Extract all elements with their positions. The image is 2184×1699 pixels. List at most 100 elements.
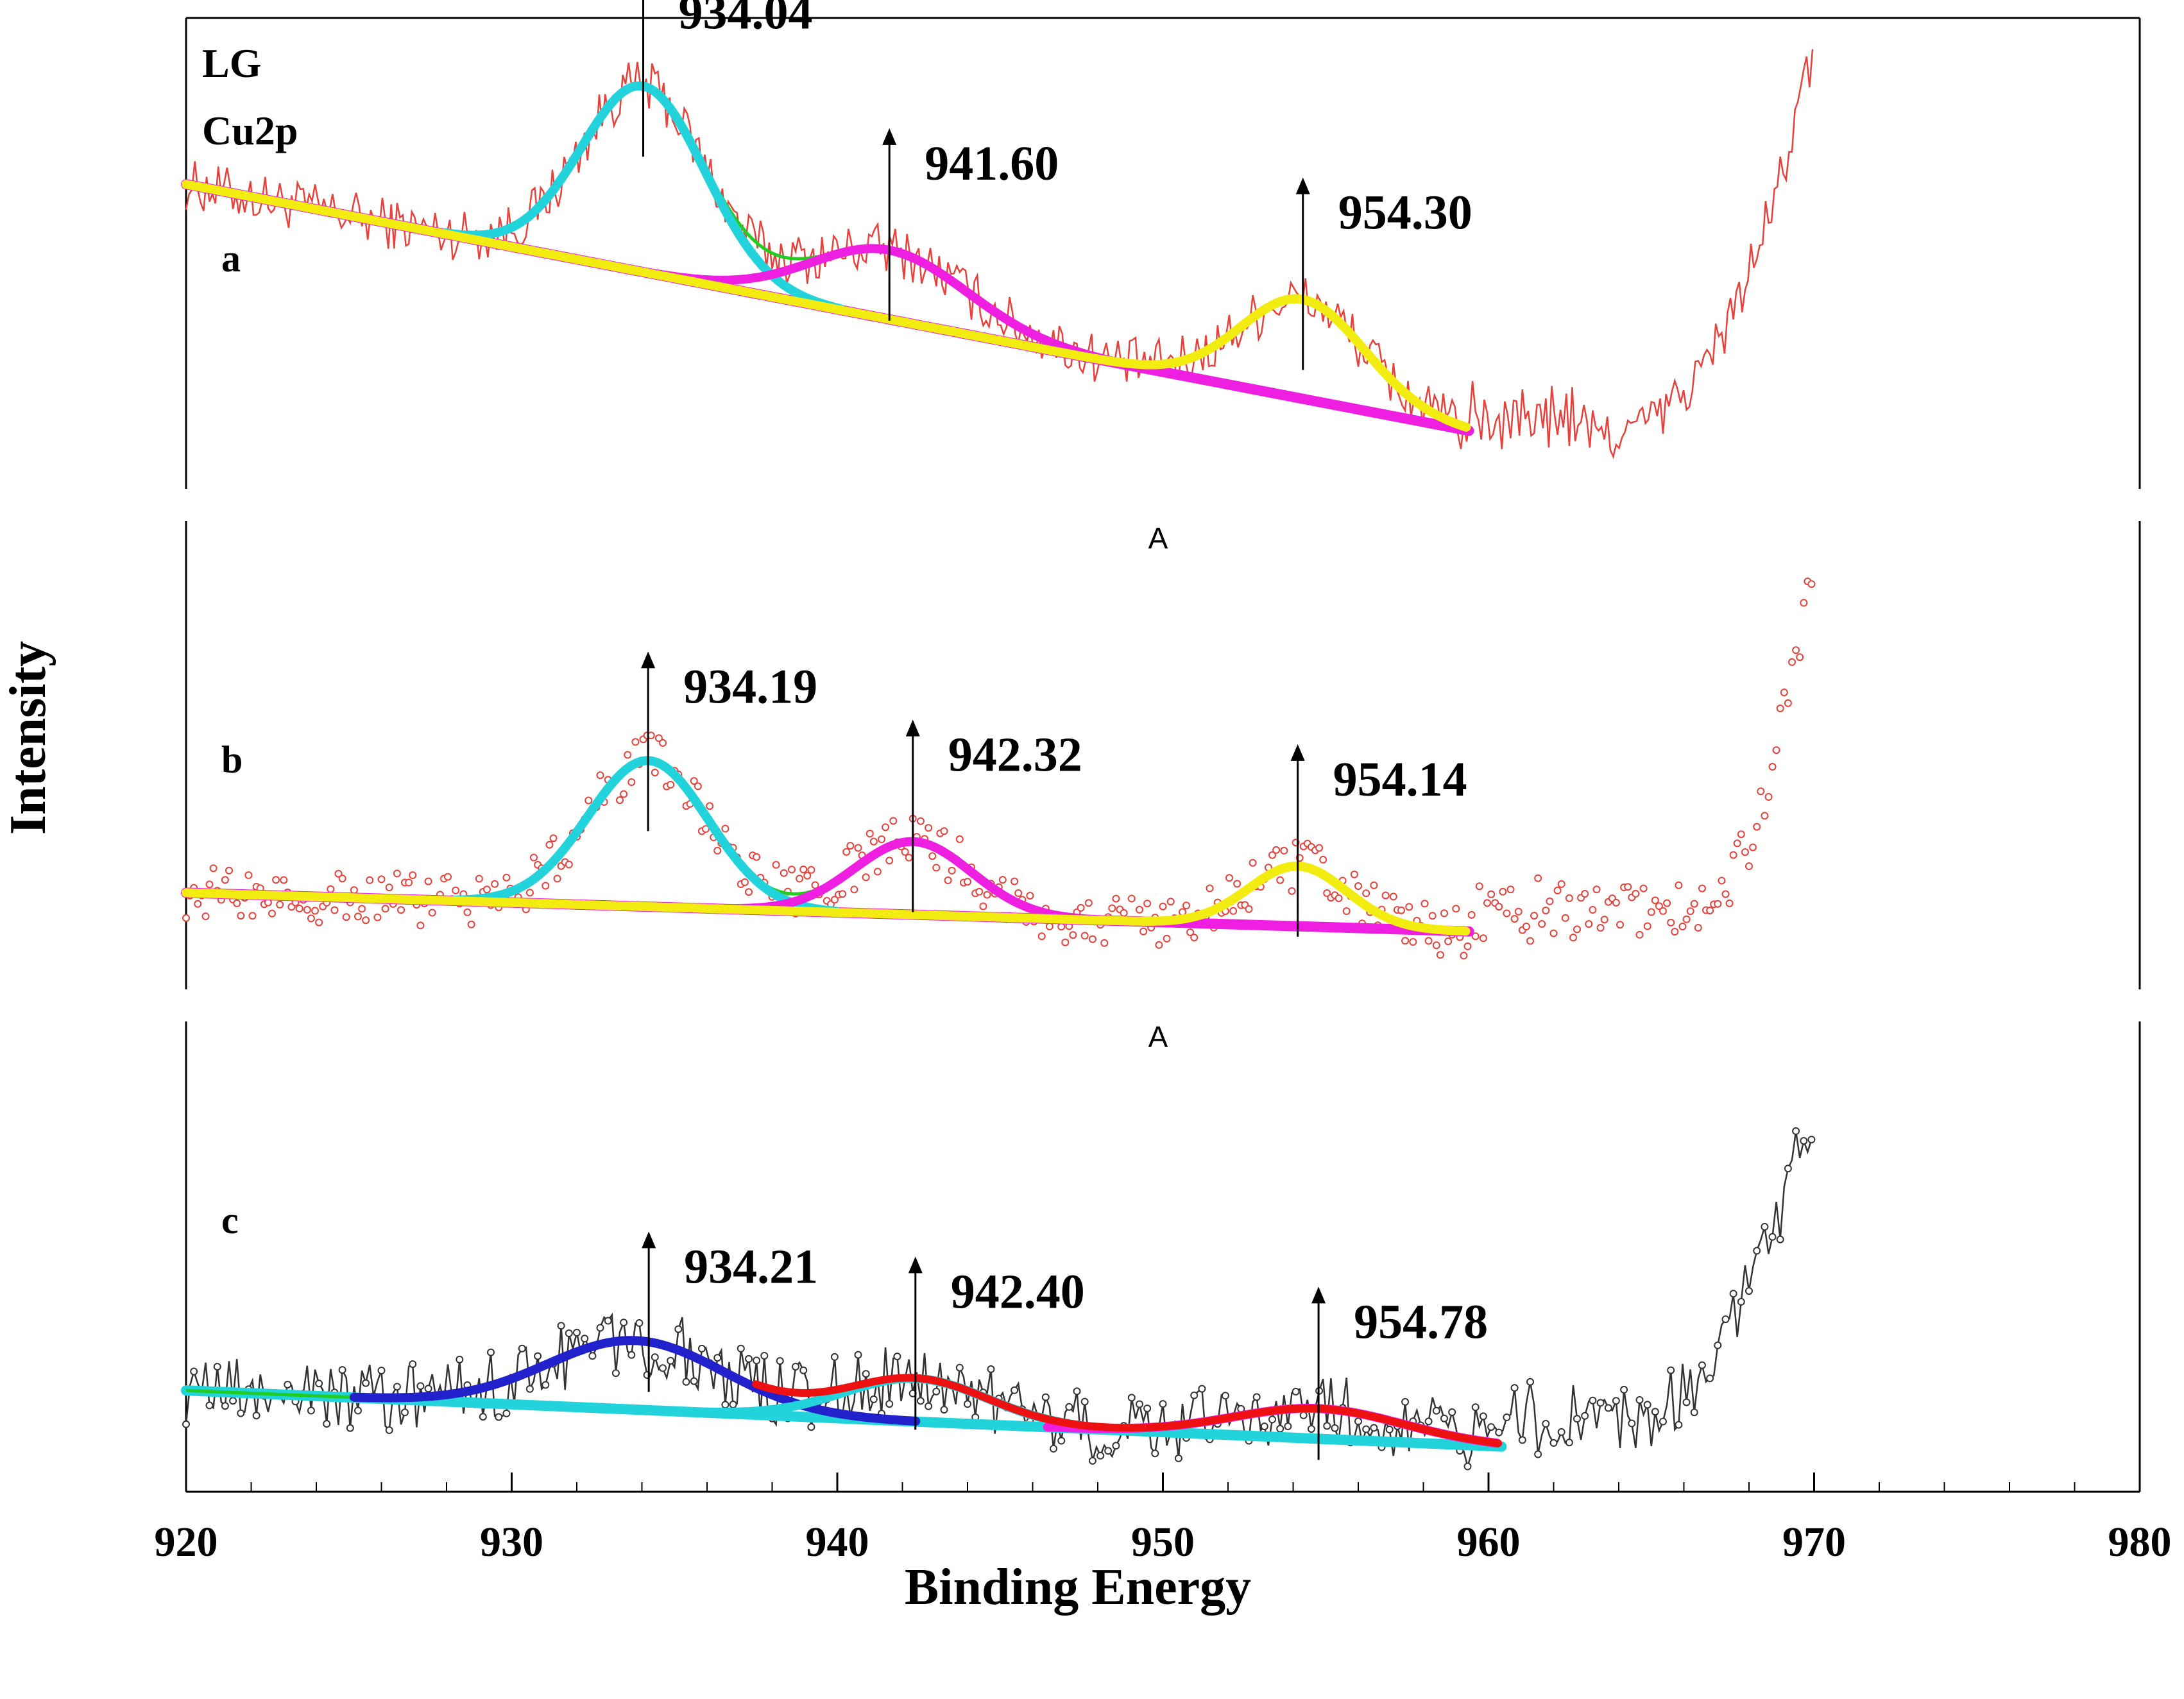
raw-data-point [1733, 839, 1741, 848]
raw-data-point [1499, 887, 1507, 896]
raw-data-point [1557, 880, 1565, 888]
peak-arrowhead [1290, 744, 1305, 761]
raw-data-point [190, 1367, 198, 1376]
raw-data-point [542, 1381, 550, 1389]
raw-data-point [1761, 812, 1769, 820]
raw-data-point [346, 1424, 354, 1432]
raw-data-point [416, 921, 425, 930]
raw-data-point [1698, 884, 1706, 892]
peak-label: 954.78 [1354, 1295, 1488, 1349]
raw-data-point [354, 912, 362, 921]
raw-data-point [1401, 1397, 1410, 1406]
raw-data-point [780, 869, 788, 877]
raw-data-point [409, 1360, 417, 1369]
raw-data-point [1495, 903, 1503, 911]
raw-data-point [1546, 897, 1554, 905]
raw-data-point [1127, 894, 1136, 903]
raw-data-point [1768, 763, 1777, 771]
raw-data-point [1667, 918, 1675, 926]
raw-data-point [194, 900, 202, 908]
raw-data-point [1690, 1408, 1698, 1417]
x-tick-label: 940 [806, 1519, 869, 1566]
raw-data-point [201, 912, 210, 921]
raw-data-point [1260, 1422, 1268, 1431]
raw-data-point [869, 837, 878, 846]
raw-data-point [588, 1352, 597, 1360]
raw-data-point [584, 796, 593, 805]
raw-data-point [463, 908, 472, 916]
raw-data-point [1069, 931, 1077, 939]
raw-data-line [185, 49, 1814, 459]
raw-data-point [475, 875, 483, 883]
raw-data-point [1581, 890, 1589, 898]
raw-data-point [495, 1413, 503, 1421]
raw-data-point [1206, 884, 1214, 892]
raw-data-point [479, 1413, 487, 1421]
raw-data-point [905, 853, 913, 862]
raw-data-point [620, 1319, 628, 1327]
raw-data-point [280, 876, 288, 884]
raw-data-point [1221, 1392, 1229, 1400]
fit-component-overlay [182, 180, 1471, 432]
raw-data-point [1776, 704, 1784, 713]
raw-data-point [444, 873, 452, 881]
raw-data-point [862, 873, 870, 882]
raw-data-point [1174, 1454, 1182, 1462]
raw-data-point [1776, 1235, 1784, 1243]
raw-data-point [1632, 889, 1640, 898]
raw-data-point [1136, 905, 1143, 914]
raw-data-point [1463, 1462, 1472, 1471]
raw-data-point [366, 876, 374, 884]
raw-data-point [737, 1344, 745, 1353]
raw-data-point [983, 891, 991, 899]
raw-data-point [373, 913, 382, 921]
raw-data-point [1706, 907, 1714, 915]
raw-data-point [1800, 1137, 1808, 1145]
raw-data-point [565, 1329, 573, 1337]
panel-a: a 934.04 941.60 954.30 [181, 0, 2141, 489]
raw-data-point [611, 1369, 620, 1378]
panel-separator-marker: A [1148, 522, 1168, 555]
raw-data-point [627, 1351, 636, 1359]
raw-data-point [987, 1365, 995, 1373]
raw-data-point [1510, 1384, 1519, 1392]
peak-arrowhead [1295, 177, 1310, 194]
raw-data-point [1389, 892, 1397, 901]
raw-data-point [1534, 1450, 1542, 1458]
raw-data-point [651, 1353, 659, 1362]
raw-data-point [307, 1406, 315, 1415]
raw-data-point [1737, 830, 1745, 839]
raw-data-point [1112, 1442, 1120, 1450]
raw-data-point [1479, 934, 1487, 943]
x-axis: 920 930 940 950 960 970 980 [155, 1473, 2172, 1566]
panel-separator-marker: A [1148, 1020, 1168, 1054]
raw-data-point [549, 834, 558, 842]
raw-data-point [631, 738, 640, 746]
raw-data-point [1182, 901, 1190, 910]
raw-data-point [635, 1319, 644, 1327]
raw-data-point [1682, 915, 1691, 923]
raw-data-point [944, 876, 952, 884]
raw-data-point [1432, 941, 1440, 950]
peak-label: 934.04 [679, 0, 813, 39]
raw-data-point [1370, 881, 1378, 889]
fit-component-2 [721, 837, 1101, 925]
raw-data-point [1807, 1136, 1816, 1144]
raw-data-point [796, 875, 804, 883]
raw-data-point [596, 771, 604, 780]
raw-data-point [932, 1387, 941, 1396]
raw-data-point [760, 1352, 769, 1360]
raw-data-point [1080, 932, 1089, 940]
raw-data-point [1065, 1403, 1073, 1411]
raw-data-point [1600, 916, 1608, 924]
raw-data-point [1319, 855, 1327, 864]
raw-data-point [1784, 1165, 1792, 1173]
raw-data-point [1112, 894, 1120, 903]
peak-label: 934.19 [683, 660, 817, 713]
raw-data-point [916, 1397, 925, 1405]
raw-data-point [1436, 951, 1444, 959]
peak-arrowhead [905, 719, 920, 737]
raw-data-point [525, 1385, 534, 1393]
raw-data-point [1108, 904, 1116, 912]
raw-data-point [338, 875, 346, 883]
